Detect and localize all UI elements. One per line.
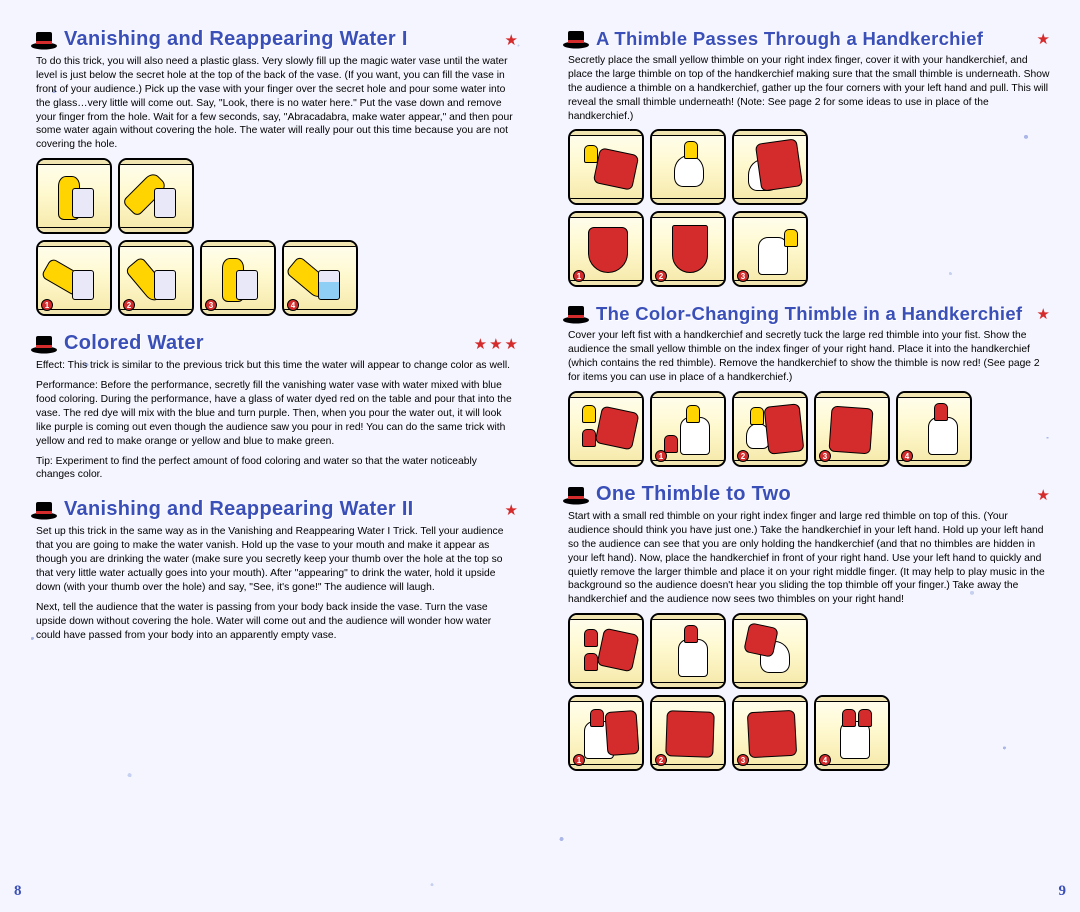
star-icon: ★ bbox=[474, 335, 487, 353]
heading-title: A Thimble Passes Through a Handkerchief bbox=[596, 28, 1031, 50]
difficulty-stars: ★★★ bbox=[474, 335, 518, 353]
illustration-tile: 3 bbox=[200, 240, 276, 316]
heading-row: Vanishing and Reappearing Water I ★ bbox=[30, 28, 518, 51]
illustration-row bbox=[562, 613, 1050, 689]
heading-title: Vanishing and Reappearing Water II bbox=[64, 498, 499, 521]
difficulty-stars: ★ bbox=[1037, 305, 1050, 323]
illustration-tile bbox=[568, 613, 644, 689]
section-colored-water: Colored Water ★★★ Effect: This trick is … bbox=[30, 332, 518, 482]
body-text: Secretly place the small yellow thimble … bbox=[562, 54, 1050, 123]
difficulty-stars: ★ bbox=[505, 31, 518, 49]
heading-title: Vanishing and Reappearing Water I bbox=[64, 28, 499, 51]
star-icon: ★ bbox=[1037, 305, 1050, 323]
section-thimble-handkerchief: A Thimble Passes Through a Handkerchief … bbox=[562, 28, 1050, 287]
illustration-tile bbox=[568, 129, 644, 205]
body-text: Next, tell the audience that the water i… bbox=[30, 601, 518, 643]
star-icon: ★ bbox=[505, 31, 518, 49]
body-text: To do this trick, you will also need a p… bbox=[30, 55, 518, 152]
illustration-tile bbox=[36, 158, 112, 234]
illustration-tile: ↑1 bbox=[568, 211, 644, 287]
star-icon: ★ bbox=[505, 335, 518, 353]
difficulty-stars: ★ bbox=[1037, 486, 1050, 504]
heading-row: Colored Water ★★★ bbox=[30, 332, 518, 355]
heading-title: One Thimble to Two bbox=[596, 483, 1031, 506]
difficulty-stars: ★ bbox=[1037, 30, 1050, 48]
section-water-1: Vanishing and Reappearing Water I ★ To d… bbox=[30, 28, 518, 316]
section-color-changing-thimble: The Color-Changing Thimble in a Handkerc… bbox=[562, 303, 1050, 467]
top-hat-icon bbox=[30, 500, 58, 520]
illustration-tile bbox=[732, 613, 808, 689]
illustration-tile: 1 bbox=[568, 695, 644, 771]
illustration-tile: 3 bbox=[732, 211, 808, 287]
page-number: 8 bbox=[14, 883, 22, 900]
illustration-row bbox=[562, 129, 1050, 205]
heading-row: Vanishing and Reappearing Water II ★ bbox=[30, 498, 518, 521]
illustration-tile: 3 bbox=[814, 391, 890, 467]
star-icon: ★ bbox=[505, 501, 518, 519]
illustration-tile bbox=[650, 129, 726, 205]
star-icon: ★ bbox=[1037, 486, 1050, 504]
top-hat-icon bbox=[562, 304, 590, 324]
step-number: 2 bbox=[737, 450, 749, 462]
section-one-thimble-two: One Thimble to Two ★ Start with a small … bbox=[562, 483, 1050, 771]
illustration-tile bbox=[118, 158, 194, 234]
body-text: Tip: Experiment to find the perfect amou… bbox=[30, 455, 518, 483]
illustration-tile: 4 bbox=[282, 240, 358, 316]
heading-row: The Color-Changing Thimble in a Handkerc… bbox=[562, 303, 1050, 325]
step-number: 4 bbox=[901, 450, 913, 462]
illustration-row bbox=[30, 158, 518, 234]
right-page: A Thimble Passes Through a Handkerchief … bbox=[540, 0, 1080, 912]
illustration-row: 1 2 3 4 bbox=[30, 240, 518, 316]
illustration-row: 1 2 3 4 bbox=[562, 695, 1050, 771]
illustration-row: ↑1 2 3 bbox=[562, 211, 1050, 287]
star-icon: ★ bbox=[489, 335, 502, 353]
heading-row: One Thimble to Two ★ bbox=[562, 483, 1050, 506]
illustration-tile: 1 bbox=[36, 240, 112, 316]
heading-title: Colored Water bbox=[64, 332, 468, 355]
illustration-tile: 2 bbox=[650, 211, 726, 287]
illustration-tile bbox=[568, 391, 644, 467]
heading-row: A Thimble Passes Through a Handkerchief … bbox=[562, 28, 1050, 50]
illustration-tile: 4 bbox=[896, 391, 972, 467]
heading-title: The Color-Changing Thimble in a Handkerc… bbox=[596, 303, 1031, 325]
illustration-tile: 2 bbox=[732, 391, 808, 467]
illustration-tile bbox=[650, 613, 726, 689]
illustration-tile: 1 bbox=[650, 391, 726, 467]
body-text: Set up this trick in the same way as in … bbox=[30, 525, 518, 594]
illustration-tile: 4 bbox=[814, 695, 890, 771]
illustration-tile bbox=[732, 129, 808, 205]
top-hat-icon bbox=[562, 485, 590, 505]
illustration-row: 1 2 3 4 bbox=[562, 391, 1050, 467]
left-page: Vanishing and Reappearing Water I ★ To d… bbox=[0, 0, 540, 912]
top-hat-icon bbox=[30, 30, 58, 50]
illustration-tile: 2 bbox=[118, 240, 194, 316]
page-number: 9 bbox=[1059, 883, 1067, 900]
illustration-tile: 3 bbox=[732, 695, 808, 771]
body-text: Effect: This trick is similar to the pre… bbox=[30, 359, 518, 373]
body-text: Performance: Before the performance, sec… bbox=[30, 379, 518, 448]
body-text: Cover your left fist with a handkerchief… bbox=[562, 329, 1050, 385]
star-icon: ★ bbox=[1037, 30, 1050, 48]
top-hat-icon bbox=[30, 334, 58, 354]
body-text: Start with a small red thimble on your r… bbox=[562, 510, 1050, 607]
step-number: 3 bbox=[819, 450, 831, 462]
top-hat-icon bbox=[562, 29, 590, 49]
illustration-tile: 2 bbox=[650, 695, 726, 771]
step-number: 1 bbox=[655, 450, 667, 462]
difficulty-stars: ★ bbox=[505, 501, 518, 519]
section-water-2: Vanishing and Reappearing Water II ★ Set… bbox=[30, 498, 518, 642]
